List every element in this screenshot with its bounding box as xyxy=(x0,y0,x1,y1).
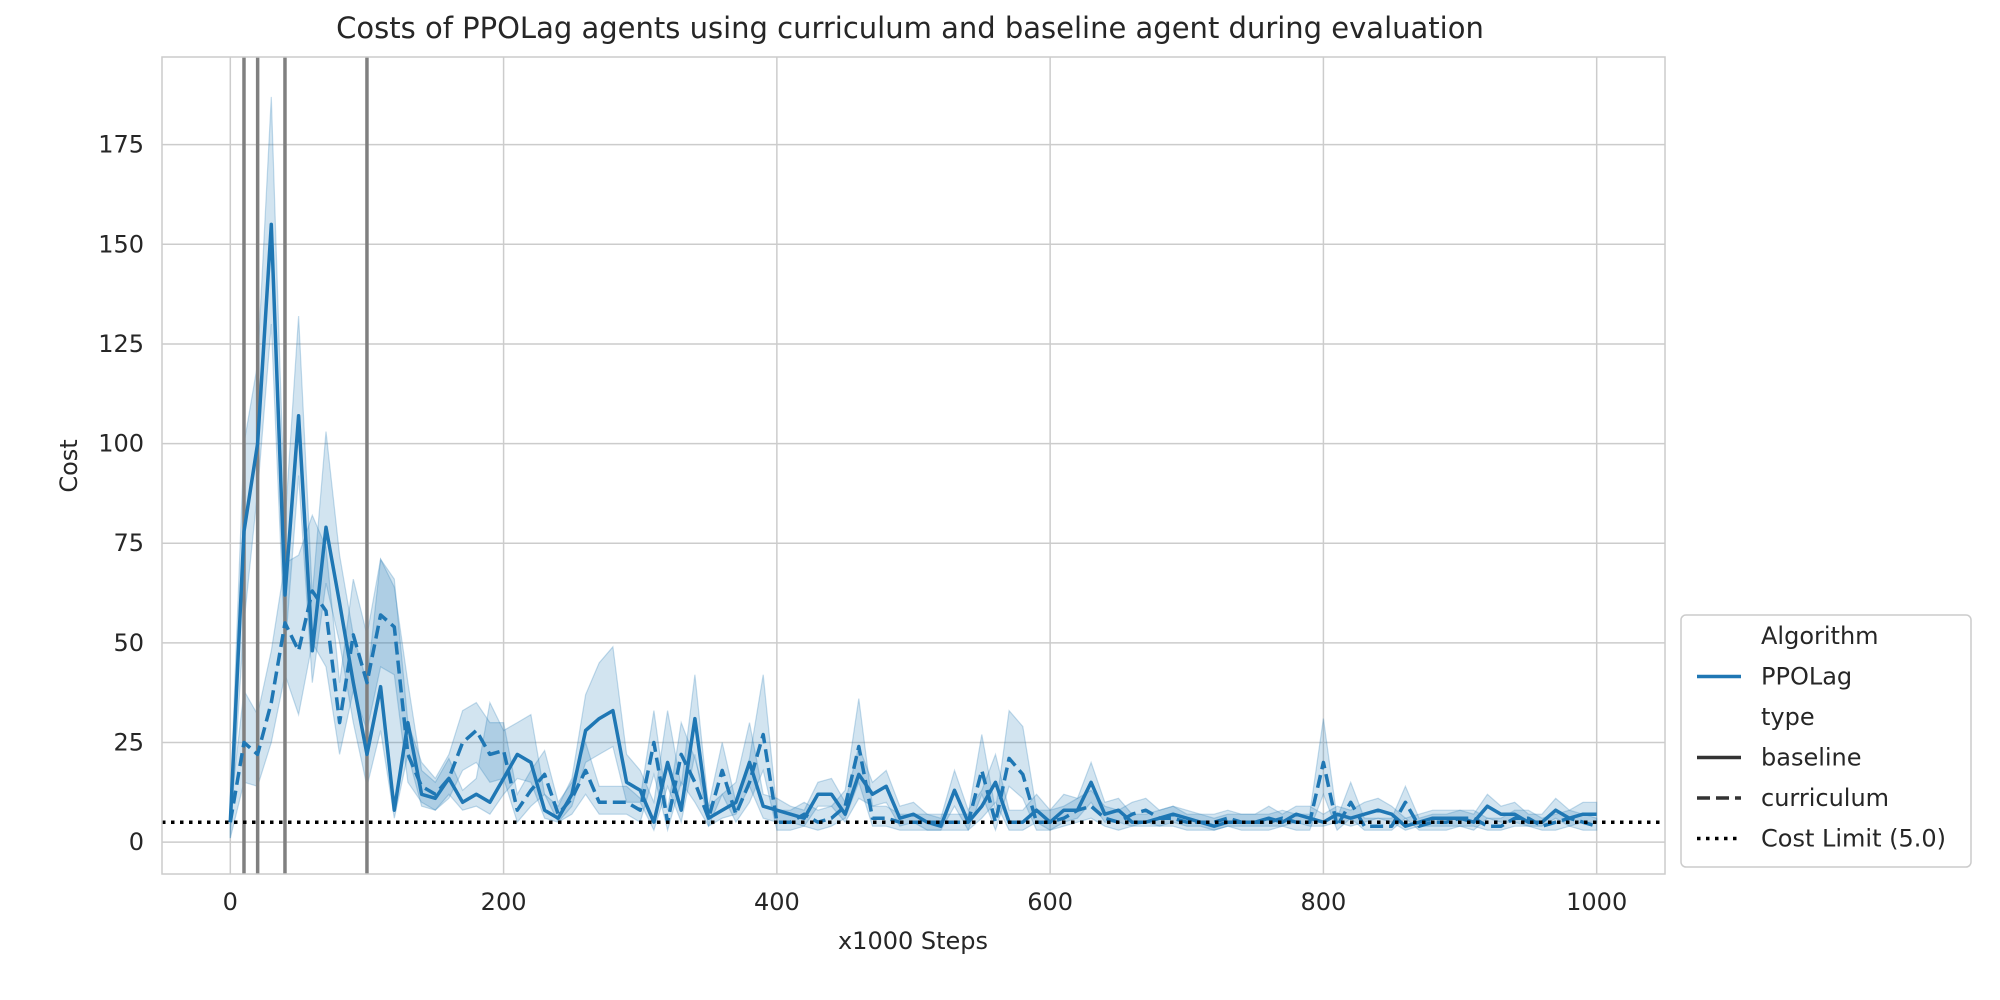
x-tick-label: 400 xyxy=(754,888,800,916)
y-tick-label: 125 xyxy=(98,330,144,358)
plot-area xyxy=(161,56,1666,875)
plot-frame xyxy=(161,56,1666,875)
legend: Algorithm PPOLag type baseline curriculum Cos… xyxy=(1680,614,1972,868)
x-axis-label: x1000 Steps xyxy=(838,927,988,955)
y-tick-label: 25 xyxy=(113,728,144,756)
legend-frame xyxy=(1680,614,1972,868)
legend-label: curriculum xyxy=(1761,784,1889,812)
legend-label: PPOLag xyxy=(1761,663,1852,691)
legend-label: type xyxy=(1761,703,1815,731)
legend-label: Algorithm xyxy=(1761,622,1879,650)
legend-label: baseline xyxy=(1761,744,1862,772)
y-tick-label: 175 xyxy=(98,131,144,159)
series-line-curriculum xyxy=(228,589,1598,828)
y-tick-label: 150 xyxy=(98,230,144,258)
y-tick-label: 50 xyxy=(113,629,144,657)
chart-title: Costs of PPOLag agents using curriculum … xyxy=(336,11,1484,45)
legend-label: Cost Limit (5.0) xyxy=(1761,825,1946,853)
x-tick-label: 1000 xyxy=(1566,888,1627,916)
x-tick-label: 0 xyxy=(223,888,238,916)
y-tick-label: 100 xyxy=(98,430,144,458)
series-line-baseline xyxy=(228,222,1597,828)
y-axis-label: Cost xyxy=(55,439,83,492)
x-tick-label: 800 xyxy=(1301,888,1347,916)
x-tick-label: 600 xyxy=(1027,888,1073,916)
y-tick-label: 75 xyxy=(113,529,144,557)
y-tick-label: 0 xyxy=(129,828,144,856)
x-tick-label: 200 xyxy=(481,888,527,916)
